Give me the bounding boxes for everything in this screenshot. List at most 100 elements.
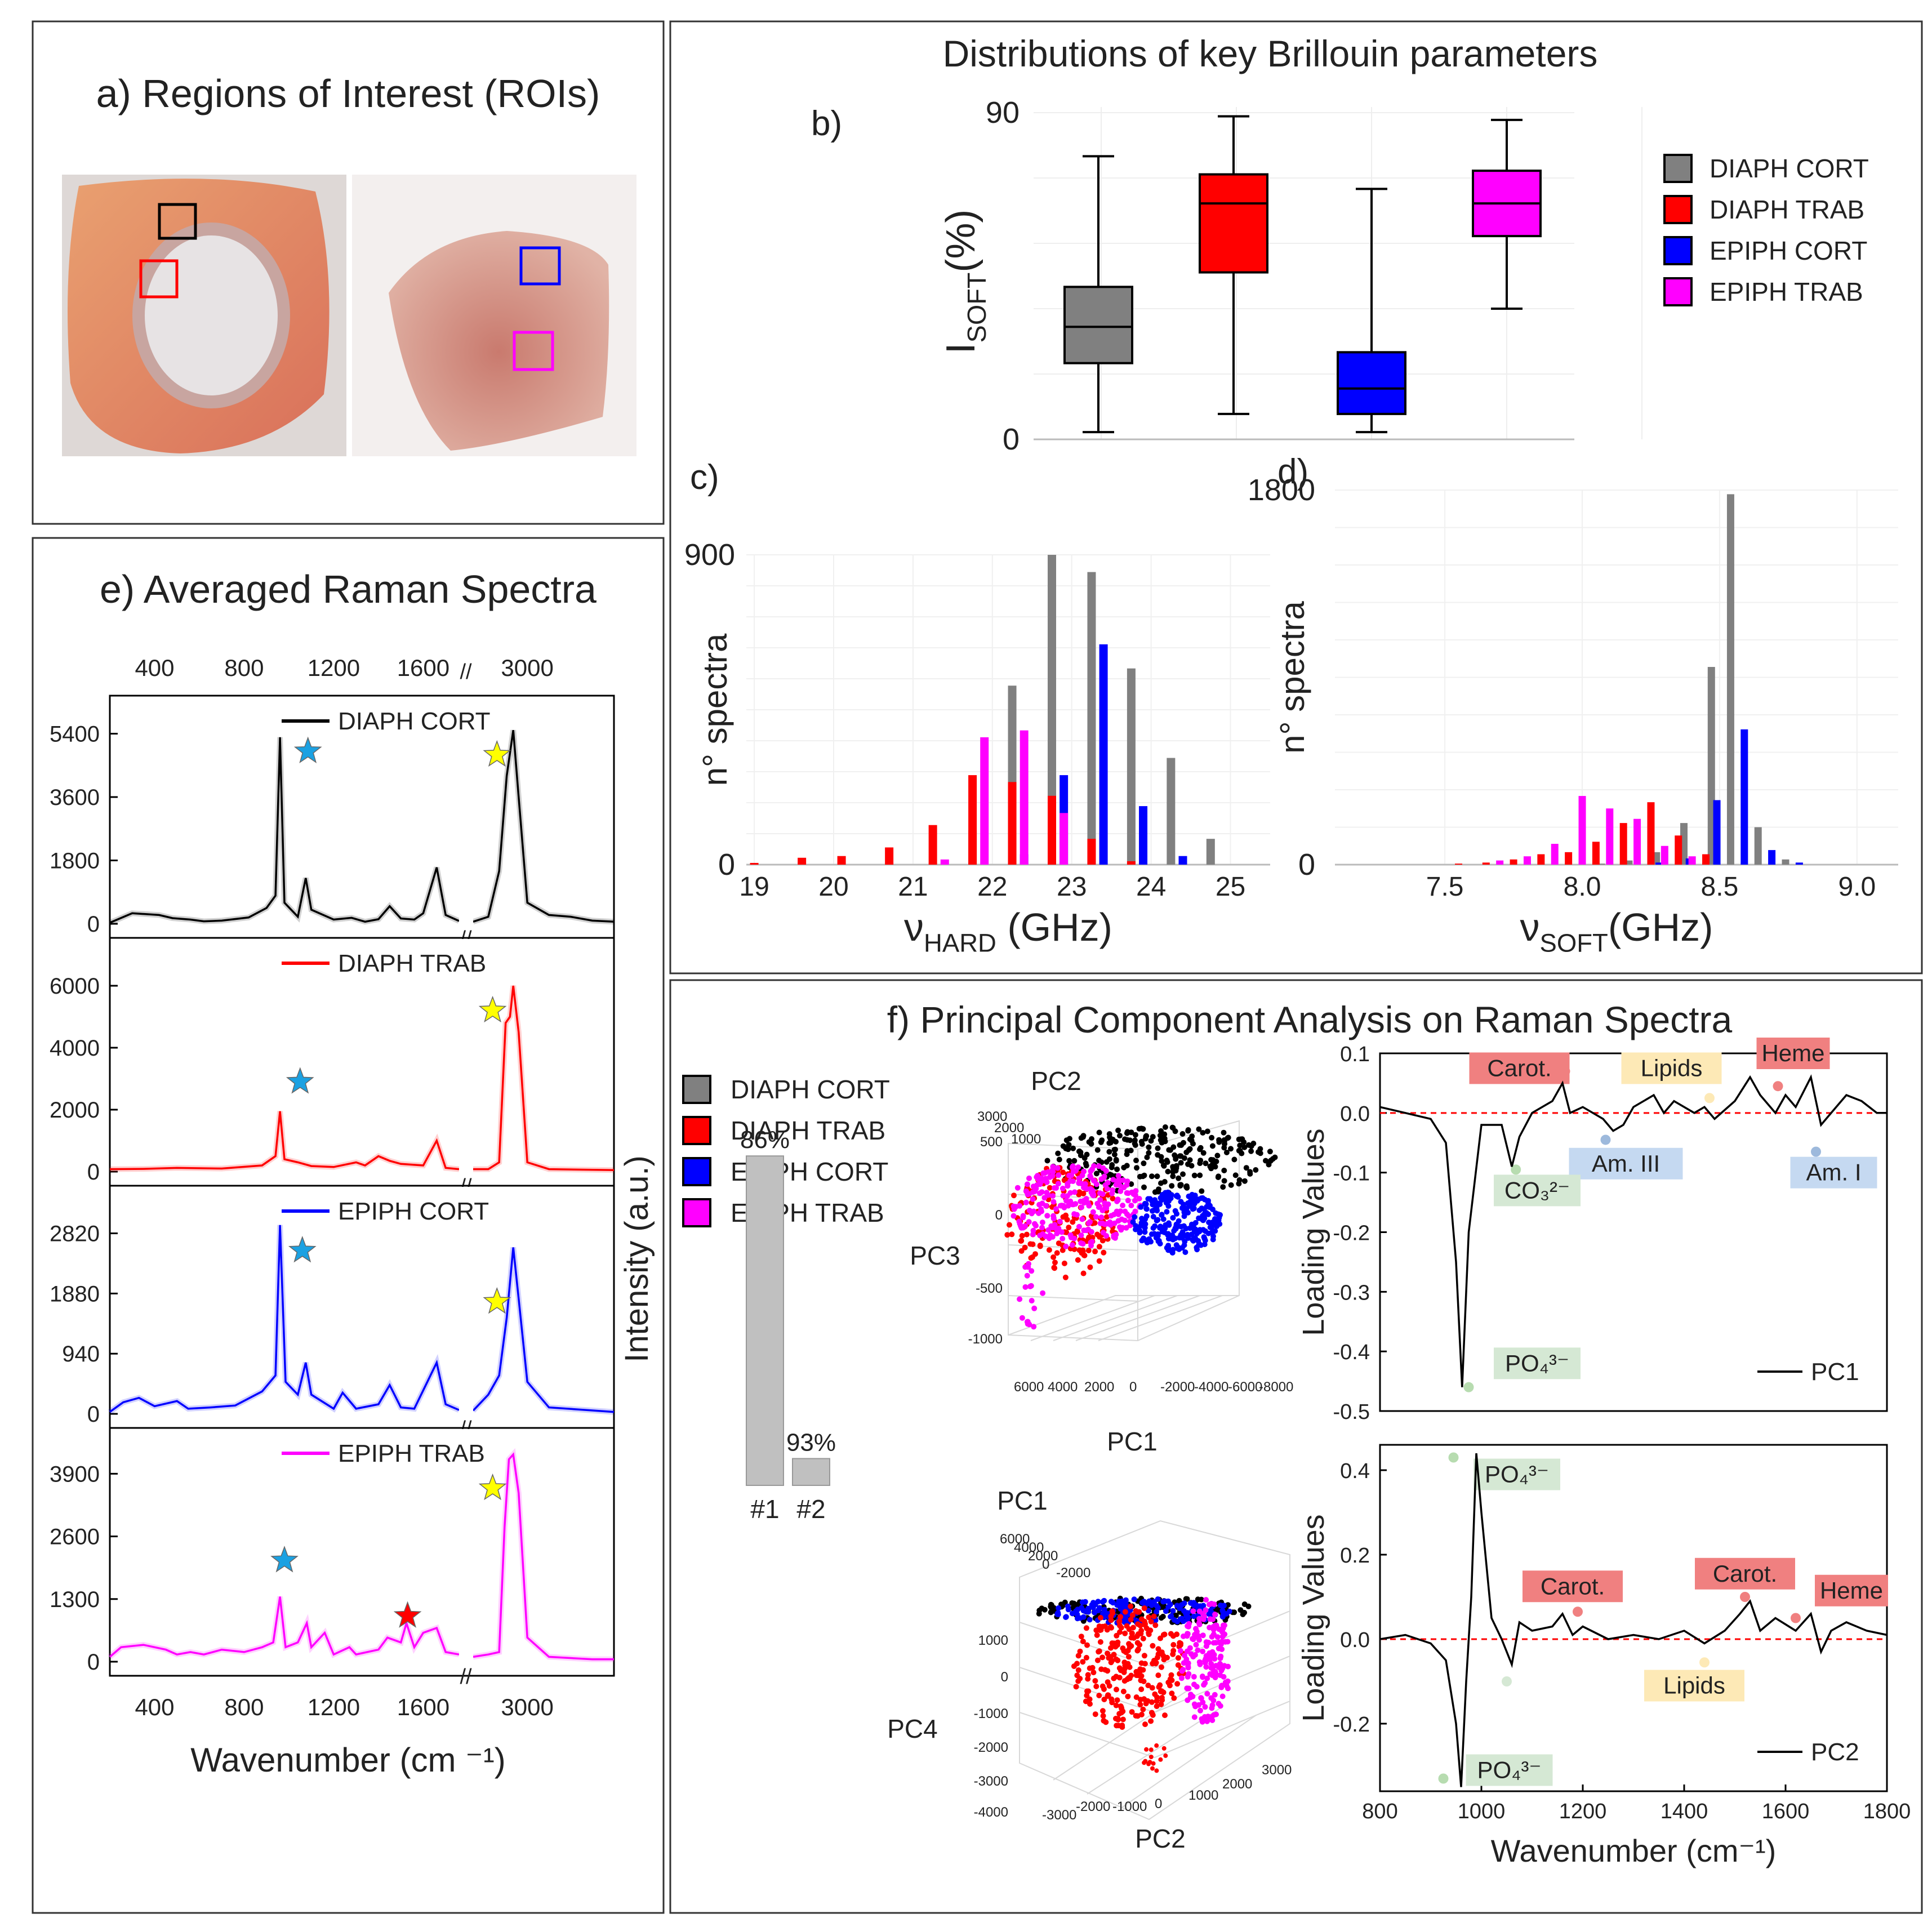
raman-legend-label: EPIPH CORT	[338, 1198, 489, 1225]
panel-b: Distributions of key Brillouin parameter…	[811, 33, 1869, 456]
annotation-label: Am. I	[1806, 1159, 1861, 1186]
star-marker	[478, 1473, 507, 1501]
scatter-point	[1141, 1618, 1147, 1625]
hist-d-bar	[1675, 835, 1682, 865]
scatter-point	[1201, 1682, 1207, 1688]
scatter-point	[1241, 1601, 1248, 1607]
scatter-point	[1116, 1618, 1123, 1624]
panel-b-label: b)	[811, 104, 842, 143]
scatter-point	[1105, 1180, 1111, 1186]
scatter-point	[1198, 1707, 1203, 1714]
scatter-point	[1140, 1636, 1146, 1641]
scatter-point	[1099, 1654, 1106, 1661]
scatter-point	[1157, 1225, 1163, 1231]
scatter-point	[1118, 1606, 1124, 1612]
scatter-point	[1132, 1208, 1138, 1214]
scatter-point	[1019, 1232, 1025, 1239]
scatter-point	[1048, 1605, 1054, 1611]
scatter-point	[1132, 1132, 1138, 1138]
annotation-box	[1494, 1347, 1581, 1379]
scatter-point	[1107, 1134, 1113, 1140]
scatter-point	[1039, 1220, 1045, 1226]
scatter-point	[1195, 1196, 1201, 1203]
scatter-point	[1178, 1160, 1184, 1166]
scatter-point	[1090, 1209, 1096, 1215]
box-ylabel: ISOFT(%)	[938, 210, 991, 354]
scatter-point	[1101, 1597, 1107, 1604]
pca-bottom-pc1-label: PC1	[997, 1486, 1047, 1515]
scatter-point	[1060, 1169, 1066, 1176]
scatter-point	[1168, 1672, 1174, 1678]
panel-a: a) Regions of Interest (ROIs)	[62, 72, 636, 456]
scatter-point	[1197, 1172, 1203, 1178]
scatter-point	[1050, 1199, 1057, 1205]
scatter-point	[1046, 1247, 1052, 1253]
annotation-box	[1815, 1574, 1888, 1606]
scatter-point	[1158, 1635, 1163, 1641]
scatter-point	[1208, 1695, 1214, 1701]
scatter-point	[1094, 1200, 1101, 1207]
star-marker	[393, 1601, 422, 1628]
raman-ytick: 4000	[50, 1036, 100, 1061]
scatter-point	[1063, 1614, 1069, 1620]
star-marker	[288, 1236, 317, 1263]
loading-pc1-curve	[1379, 1074, 1887, 1387]
annotation-box	[1621, 1052, 1722, 1084]
scatter-point	[1106, 1149, 1112, 1155]
scatter-point	[1099, 1708, 1106, 1714]
scatter-point	[1106, 1655, 1112, 1661]
scatter-point	[1071, 1158, 1078, 1164]
scatter-point	[1180, 1171, 1186, 1177]
scatter-point	[1164, 1192, 1170, 1198]
scatter-point	[1049, 1225, 1056, 1231]
pca-top-pc1-tick: -6000	[1228, 1379, 1262, 1395]
scatter-point	[1115, 1127, 1121, 1133]
scatter-point	[1220, 1625, 1226, 1631]
scatter-point	[1080, 1639, 1086, 1644]
annotation-box	[1695, 1557, 1795, 1590]
scatter-point	[1030, 1189, 1036, 1195]
scatter-point	[1106, 1140, 1112, 1146]
scatter-point	[1225, 1639, 1231, 1645]
scatter-point	[1092, 1220, 1098, 1226]
scatter-point	[1213, 1210, 1219, 1216]
scatter-point	[1121, 1217, 1128, 1223]
scatter-point	[1158, 1180, 1164, 1186]
roi-photo-diaphysis	[62, 175, 346, 456]
scatter-point	[1120, 1177, 1126, 1183]
hist-d-bar	[1565, 852, 1573, 865]
scatter-point	[1141, 1184, 1147, 1190]
scatter-point	[1054, 1227, 1060, 1233]
scatter-point	[1149, 1685, 1155, 1691]
pca-top-pc2-tick: 2000	[994, 1120, 1024, 1136]
pca-bottom-pc2-label: PC2	[1135, 1824, 1185, 1853]
hist-c-bar	[1127, 861, 1136, 865]
raman-ytick: 0	[87, 912, 100, 937]
hist-d-bar	[1482, 862, 1490, 865]
hist-c-bar	[1048, 795, 1056, 865]
scatter-point	[1101, 1607, 1107, 1613]
hist-c-bar	[750, 862, 759, 865]
scatter-point	[1223, 1611, 1230, 1617]
raman-line-epiph-trab	[473, 1452, 614, 1661]
scatter-point	[1070, 1163, 1076, 1169]
scatter-point	[1030, 1227, 1036, 1234]
scatter-point	[1170, 1642, 1177, 1648]
scatter-point	[1111, 1151, 1118, 1158]
scatter-point	[1100, 1713, 1106, 1719]
scatter-point	[1176, 1246, 1182, 1252]
scatter-point	[1143, 1213, 1150, 1219]
scatter-point	[1084, 1642, 1090, 1648]
scatter-point	[1185, 1209, 1191, 1216]
scatter-point	[1190, 1236, 1196, 1243]
raman-xtick-top: 400	[135, 655, 174, 681]
scatter-point	[1127, 1137, 1133, 1143]
scatter-point	[1027, 1283, 1033, 1289]
scatter-point	[1090, 1191, 1097, 1198]
panel-a-frame	[32, 20, 665, 525]
scatter-point	[1183, 1596, 1189, 1602]
scatter-point	[1142, 1200, 1148, 1207]
scatter-point	[1044, 1190, 1050, 1196]
scatter-point	[1113, 1702, 1119, 1708]
scatter-point	[1200, 1632, 1206, 1639]
